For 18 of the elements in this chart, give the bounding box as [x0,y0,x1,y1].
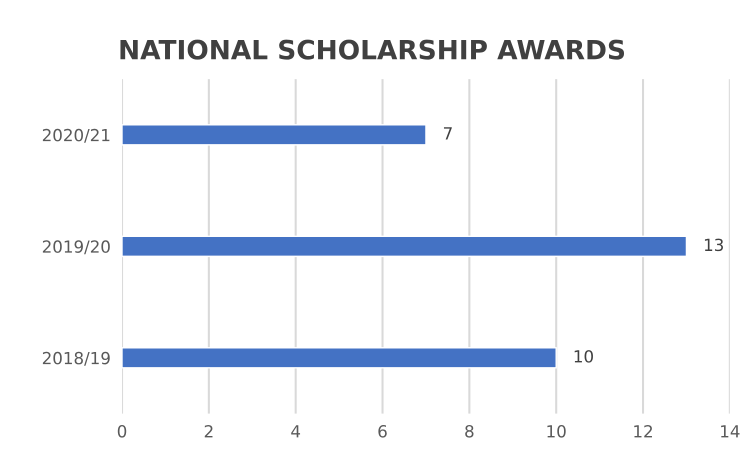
y-tick-label: 2019/20 [42,240,110,254]
bar [122,124,427,146]
x-tick-label: 8 [465,424,474,438]
x-tick-label: 4 [291,425,300,438]
chart-title: NATIONAL SCHOLARSHIP AWARDS [120,40,624,60]
data-label: 13 [704,238,723,252]
x-tick-label: 10 [547,424,566,438]
y-tick-label: 2020/21 [42,128,110,143]
y-tick-label: 2018/19 [42,352,110,366]
x-tick-label: 12 [634,424,652,438]
x-tick-label: 14 [721,425,740,438]
data-label: 10 [574,350,593,363]
x-tick-label: 6 [378,424,387,438]
bar [122,347,557,369]
x-tick-label: 0 [118,424,126,438]
x-tick-label: 2 [204,424,212,438]
bar [122,236,688,258]
data-label: 7 [444,127,452,140]
